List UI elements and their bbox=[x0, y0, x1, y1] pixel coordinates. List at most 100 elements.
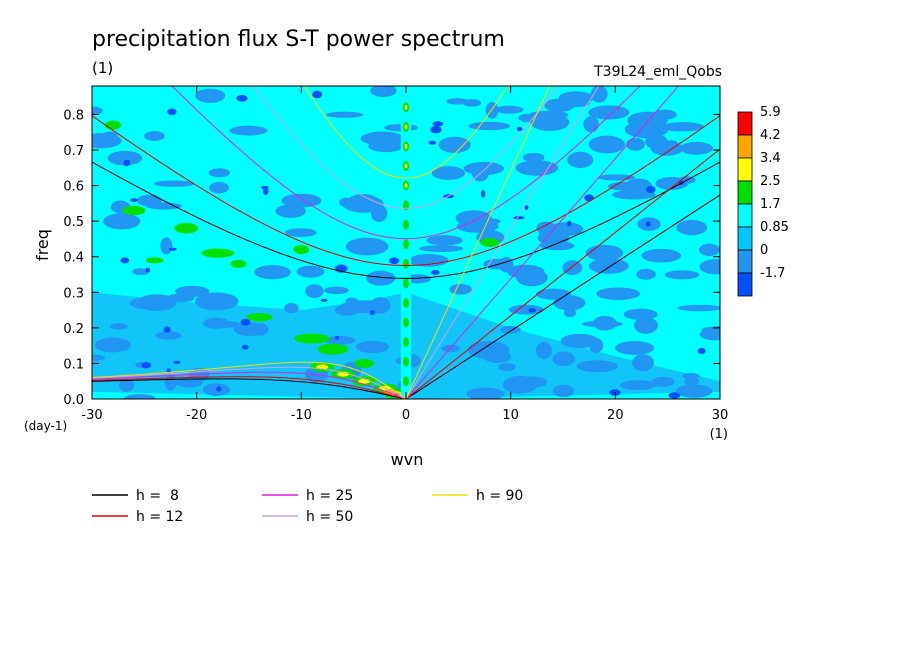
spectrum-cell-low bbox=[339, 197, 353, 208]
colorbar-swatch bbox=[737, 111, 753, 136]
spectrum-cell-min bbox=[168, 247, 177, 251]
spectrum-cell-high bbox=[404, 104, 408, 110]
spectrum-cell-mid bbox=[403, 297, 409, 308]
spectrum-cell-low bbox=[516, 268, 548, 287]
spectrum-cell-low bbox=[92, 133, 122, 149]
legend: h = 8 h = 12 h = 25 h = 50 h = 90 bbox=[92, 488, 523, 525]
colorbar-label: 0 bbox=[760, 243, 768, 258]
spectrum-cell-low bbox=[588, 105, 630, 120]
spectrum-cell-mid bbox=[293, 245, 310, 255]
kelvin-wave-line-h25 bbox=[405, 86, 680, 399]
spectrum-cell-min bbox=[524, 205, 529, 210]
spectrum-cell-min bbox=[369, 310, 375, 316]
spectrum-cell-min bbox=[120, 257, 130, 264]
spectrum-cell-min bbox=[167, 108, 177, 116]
kelvin-wave-line-h90 bbox=[405, 86, 551, 399]
spectrum-cell-mid bbox=[403, 376, 409, 387]
rossby-wave-line-h12 bbox=[92, 376, 407, 399]
spectrum-cell-min bbox=[516, 126, 523, 132]
colorbar-swatch bbox=[737, 249, 753, 274]
spectrum-cell-min bbox=[241, 344, 249, 350]
spectrum-cell-low bbox=[254, 265, 291, 280]
colorbar-label: 3.4 bbox=[760, 151, 781, 166]
spectrum-cell-mid bbox=[354, 358, 374, 369]
colorbar-swatch bbox=[737, 272, 753, 297]
spectrum-cell-low bbox=[633, 317, 658, 334]
spectrum-cell-mid bbox=[201, 248, 235, 258]
spectrum-cell-low bbox=[345, 297, 358, 304]
spectrum-cell-low bbox=[699, 329, 720, 341]
spectrum-cell-low bbox=[468, 121, 510, 131]
legend-label: h = 12 bbox=[136, 509, 183, 525]
spectrum-cell-low bbox=[597, 174, 636, 181]
legend-label: h = 90 bbox=[476, 488, 523, 504]
rossby-wave-line-h25 bbox=[92, 371, 407, 399]
spectrum-cell-min bbox=[481, 189, 486, 198]
spectrum-cell-min bbox=[697, 347, 706, 355]
spectrum-cell-min bbox=[145, 267, 151, 273]
spectrum-cell-low bbox=[699, 259, 720, 275]
spectrum-cell-low bbox=[107, 150, 143, 166]
spectrum-cell-min bbox=[163, 326, 171, 333]
spectrum-cell-low bbox=[144, 131, 165, 141]
spectrum-cell-low bbox=[583, 116, 599, 133]
x-tick-label: 30 bbox=[712, 408, 729, 423]
spectrum-cell-mid bbox=[122, 205, 146, 216]
spectrum-cell-low bbox=[624, 120, 669, 139]
kelvin-wave-line-h50 bbox=[405, 86, 600, 399]
rossby-wave-line-h50 bbox=[92, 366, 407, 399]
spectrum-cell-low bbox=[607, 181, 639, 191]
spectrum-cell-low bbox=[612, 189, 656, 200]
spectrum-cell-min bbox=[173, 360, 181, 364]
spectrum-cell-mid bbox=[104, 120, 122, 130]
spectrum-cell-min bbox=[584, 194, 594, 202]
colorbar-label: 4.2 bbox=[760, 128, 781, 143]
spectrum-cell-low bbox=[370, 86, 397, 98]
spectrum-cell-low bbox=[641, 248, 682, 263]
spectrum-cell-min bbox=[320, 298, 328, 302]
spectrum-cell-low bbox=[544, 98, 575, 113]
spectrum-cell-mid bbox=[403, 278, 409, 289]
spectrum-cell-low bbox=[123, 394, 156, 399]
chart-subtitle-right: T39L24_eml_Qobs bbox=[593, 64, 722, 80]
spectrum-cell-low bbox=[345, 237, 389, 256]
spectrum-cell-low bbox=[588, 135, 625, 154]
spectrum-cell-mid bbox=[317, 343, 349, 355]
spectrum-cell-low bbox=[431, 166, 465, 180]
spectrum-cell-low bbox=[528, 110, 569, 119]
spectrum-cell-mid bbox=[174, 222, 199, 234]
spectrum-cell-mid bbox=[403, 258, 409, 269]
spectrum-cell-low bbox=[677, 304, 720, 312]
rossby-wave-line-h90 bbox=[92, 361, 407, 399]
spectrum-cell-low bbox=[676, 219, 708, 236]
spectrum-cell-mid bbox=[145, 257, 164, 264]
colorbar-label: 5.9 bbox=[760, 105, 781, 120]
spectrum-cell-low bbox=[296, 265, 325, 278]
spectrum-cell-low bbox=[679, 141, 714, 155]
spectrum-cell-low bbox=[615, 341, 655, 355]
spectrum-cell-low bbox=[626, 138, 645, 151]
spectrum-cell-low bbox=[208, 168, 230, 178]
spectrum-cell-low bbox=[285, 228, 317, 237]
colorbar-label: -1.7 bbox=[760, 266, 785, 281]
gravity-wave-line-h8 bbox=[92, 161, 720, 279]
legend-label: h = 8 bbox=[136, 488, 179, 504]
spectrum-cell-mid bbox=[230, 259, 247, 268]
spectrum-cell-low bbox=[229, 125, 268, 136]
spectrum-cell-low bbox=[132, 268, 150, 276]
spectrum-cell-mid bbox=[403, 337, 409, 348]
gravity-wave-line-h25 bbox=[171, 86, 641, 240]
spectrum-cell-low bbox=[175, 285, 210, 297]
spectrum-cell-min bbox=[312, 90, 323, 99]
y-tick-label: 0.1 bbox=[63, 357, 84, 372]
colorbar: 5.9 4.2 3.4 2.5 1.7 0.85 0 -1.7 bbox=[737, 105, 789, 297]
y-tick-label: 0.2 bbox=[63, 322, 84, 337]
spectrum-cell-low bbox=[305, 284, 324, 298]
spectrum-cell-min bbox=[141, 361, 152, 369]
spectrum-cell-min bbox=[513, 216, 525, 220]
spectrum-cell-min bbox=[216, 386, 222, 392]
rossby-wave-line-h8 bbox=[92, 378, 407, 399]
spectrum-cell-low bbox=[209, 182, 229, 194]
spectrum-cell-min bbox=[336, 264, 347, 272]
gravity-wave-line-h50 bbox=[252, 86, 560, 209]
